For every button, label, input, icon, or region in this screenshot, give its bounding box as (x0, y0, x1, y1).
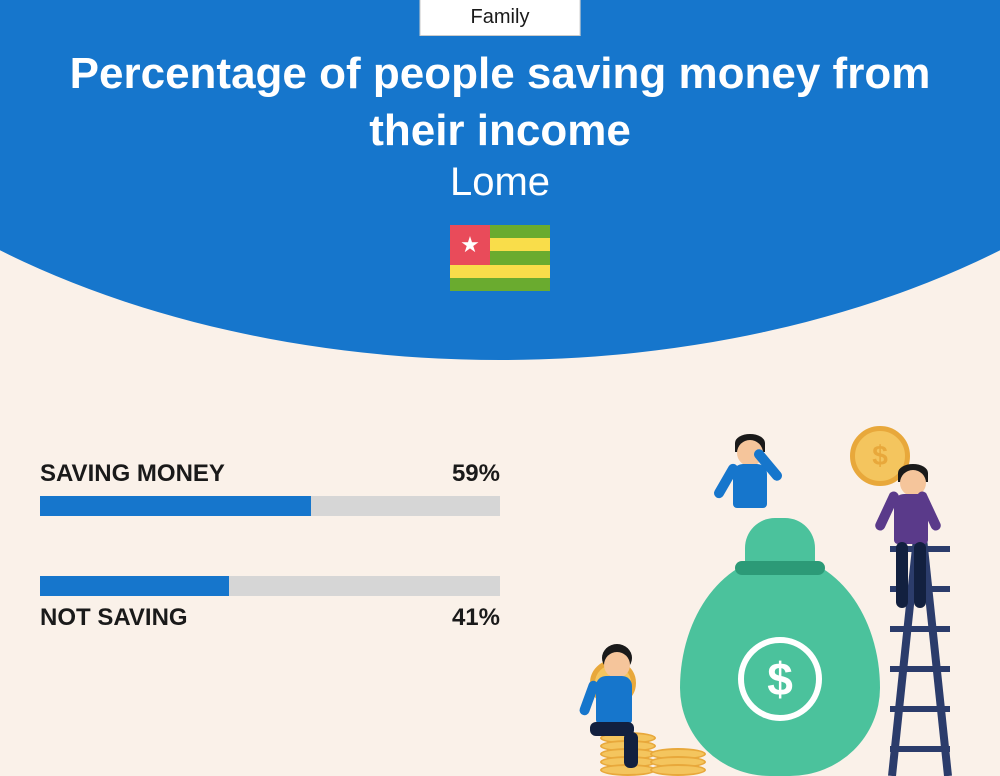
bar-saving-money: SAVING MONEY 59% (40, 460, 500, 516)
bar-fill (40, 576, 229, 596)
bar-value: 41% (452, 604, 500, 632)
bar-label: NOT SAVING (40, 604, 188, 632)
category-label: Family (471, 6, 530, 28)
bar-track (40, 576, 500, 596)
togo-flag-icon: ★ (450, 225, 550, 291)
person-icon (880, 466, 950, 676)
bar-track (40, 496, 500, 516)
bar-header: SAVING MONEY 59% (40, 460, 500, 488)
savings-illustration: $ $ $ (560, 416, 980, 776)
bar-fill (40, 496, 311, 516)
page-title: Percentage of people saving money from t… (0, 45, 1000, 159)
location-subtitle: Lome (0, 160, 1000, 205)
flag-star-icon: ★ (450, 225, 490, 265)
category-tab: Family (420, 0, 581, 36)
bar-value: 59% (452, 460, 500, 488)
person-icon (715, 436, 785, 556)
bar-not-saving: NOT SAVING 41% (40, 576, 500, 632)
bar-label: SAVING MONEY (40, 460, 225, 488)
bar-header: NOT SAVING 41% (40, 604, 500, 632)
savings-bar-chart: SAVING MONEY 59% NOT SAVING 41% (40, 460, 500, 692)
dollar-sign-icon: $ (738, 637, 822, 721)
person-icon (570, 646, 660, 776)
